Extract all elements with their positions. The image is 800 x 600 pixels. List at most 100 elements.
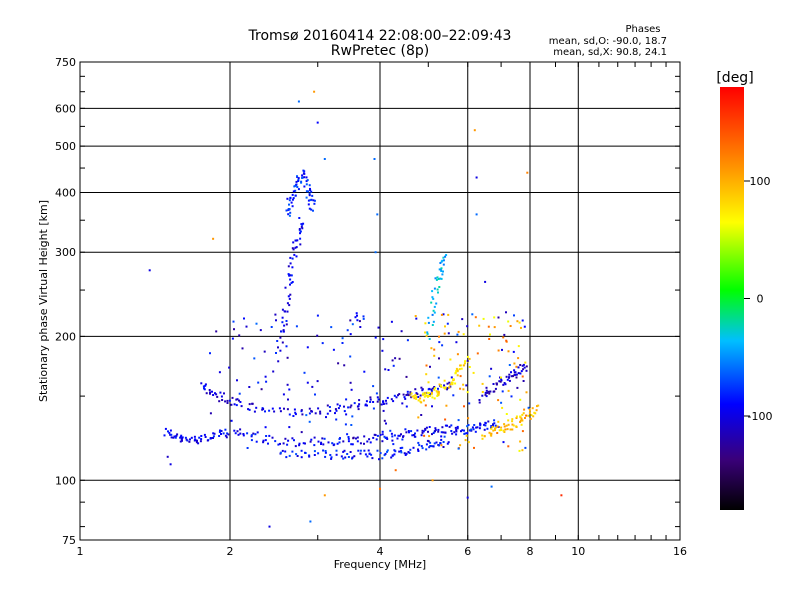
data-point: [228, 399, 231, 402]
data-point: [416, 429, 419, 432]
data-point: [288, 454, 291, 457]
data-point: [444, 431, 447, 434]
data-point: [274, 440, 277, 443]
data-point: [527, 406, 530, 409]
data-point: [443, 379, 446, 382]
data-point: [419, 394, 422, 397]
data-point: [326, 412, 329, 415]
data-point: [349, 319, 352, 322]
data-point: [522, 368, 525, 371]
data-point: [514, 373, 517, 376]
data-point: [506, 378, 509, 381]
data-point: [407, 451, 410, 453]
data-point: [372, 436, 375, 439]
data-point: [509, 428, 512, 431]
data-point: [429, 365, 431, 368]
data-point: [284, 286, 287, 289]
data-point: [427, 316, 430, 319]
data-point: [203, 388, 206, 391]
data-point: [492, 383, 495, 385]
data-point: [356, 436, 359, 439]
data-point: [239, 401, 242, 403]
data-point: [450, 424, 453, 427]
data-point: [476, 426, 479, 429]
data-point: [305, 180, 308, 183]
data-point: [524, 361, 527, 364]
data-point: [294, 189, 297, 192]
data-point: [391, 454, 394, 457]
data-point: [291, 198, 294, 201]
data-point: [308, 407, 311, 410]
data-point: [383, 454, 386, 457]
data-point: [438, 268, 441, 271]
data-point: [262, 439, 265, 442]
data-point: [455, 428, 458, 431]
data-point: [513, 362, 516, 365]
data-point: [392, 400, 395, 403]
data-point: [285, 456, 288, 459]
data-point: [470, 428, 473, 431]
data-point: [521, 413, 524, 416]
data-point: [462, 383, 465, 386]
data-point: [521, 419, 524, 422]
data-point: [349, 451, 352, 453]
data-point: [325, 416, 327, 419]
data-point: [425, 426, 428, 429]
data-point: [459, 444, 462, 447]
data-point: [496, 425, 499, 428]
data-point: [438, 444, 440, 447]
data-point: [456, 333, 459, 336]
data-point: [433, 287, 436, 290]
data-point: [482, 317, 485, 320]
data-point: [250, 434, 253, 437]
data-point: [515, 415, 518, 418]
data-point: [293, 408, 296, 411]
data-point: [287, 265, 290, 268]
data-point: [345, 413, 348, 416]
data-point: [211, 390, 213, 393]
data-point: [174, 436, 177, 439]
data-point: [295, 453, 298, 456]
data-point: [430, 393, 433, 396]
data-point: [230, 419, 233, 422]
data-point: [529, 417, 532, 420]
data-point: [420, 414, 423, 416]
data-point: [426, 395, 429, 398]
data-point: [313, 90, 316, 93]
data-point: [307, 203, 310, 206]
data-point: [421, 431, 424, 434]
data-point: [443, 435, 446, 438]
data-point: [427, 321, 430, 324]
data-point: [425, 448, 428, 451]
data-point: [426, 332, 429, 335]
data-point: [461, 429, 464, 432]
data-point: [224, 428, 227, 431]
data-point: [371, 457, 374, 460]
data-point: [173, 435, 176, 438]
data-point: [223, 392, 225, 395]
data-point: [353, 455, 356, 458]
data-point: [434, 430, 436, 433]
data-point: [421, 429, 424, 432]
data-point: [362, 317, 365, 320]
data-point: [200, 435, 203, 437]
data-point: [220, 433, 222, 435]
data-point: [381, 430, 384, 433]
data-point: [347, 437, 350, 440]
data-point: [376, 434, 379, 437]
data-point: [323, 494, 326, 497]
data-point: [276, 340, 279, 342]
data-point: [386, 450, 388, 453]
data-point: [456, 353, 459, 356]
data-point: [148, 269, 151, 272]
data-point: [248, 403, 251, 406]
data-point: [262, 441, 265, 444]
data-point: [300, 180, 303, 183]
data-point: [444, 325, 446, 328]
data-point: [419, 397, 422, 400]
data-point: [189, 438, 191, 441]
data-point: [525, 414, 528, 417]
data-point: [409, 391, 412, 394]
data-point: [194, 438, 197, 441]
data-point: [314, 393, 316, 396]
